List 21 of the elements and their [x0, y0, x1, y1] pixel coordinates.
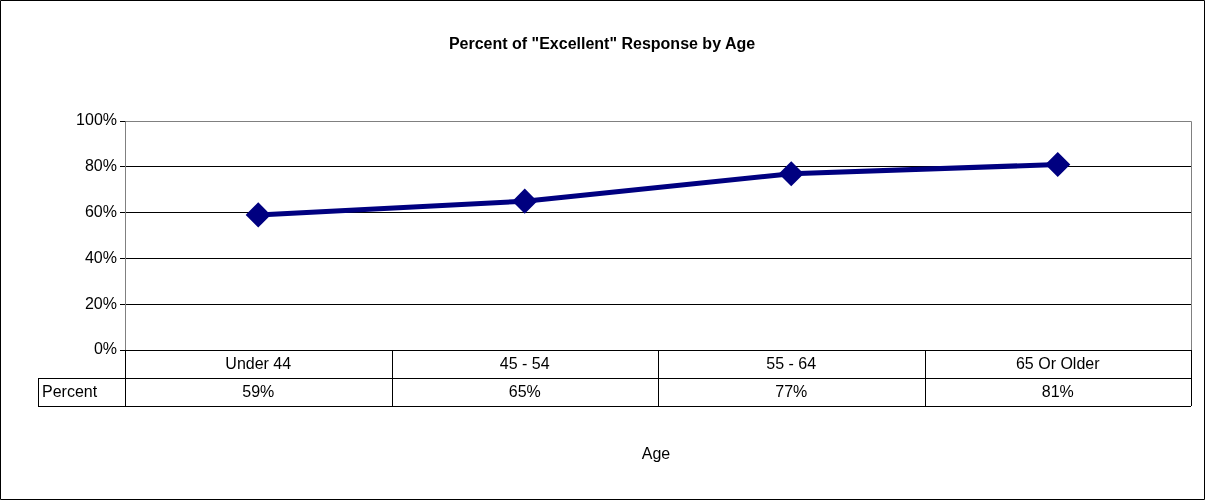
y-tick-label: 80% — [84, 157, 117, 175]
point — [779, 162, 803, 186]
data-label: 65% — [508, 383, 541, 401]
x-axis-title: Age — [641, 445, 671, 463]
point — [246, 203, 270, 227]
data-label: 59% — [242, 383, 275, 401]
y-tick-label: 20% — [84, 294, 117, 312]
x-tick-label: Under 44 — [225, 355, 292, 373]
y-tick-label: 40% — [84, 248, 117, 266]
x-tick-label: 55 - 64 — [766, 355, 817, 373]
x-tick-label: 65 Or Older — [1015, 355, 1101, 373]
chart-title: Percent of "Excellent" Response by Age — [448, 35, 756, 53]
x-tick-label: 45 - 54 — [499, 355, 550, 373]
data-label: 77% — [775, 383, 808, 401]
point — [513, 189, 537, 213]
text: Percent — [42, 383, 98, 401]
y-tick-label: 0% — [93, 340, 117, 358]
y-tick-label: 60% — [84, 203, 117, 221]
data-label: 81% — [1041, 383, 1074, 401]
y-tick-label: 100% — [76, 111, 117, 129]
point — [1046, 153, 1070, 177]
